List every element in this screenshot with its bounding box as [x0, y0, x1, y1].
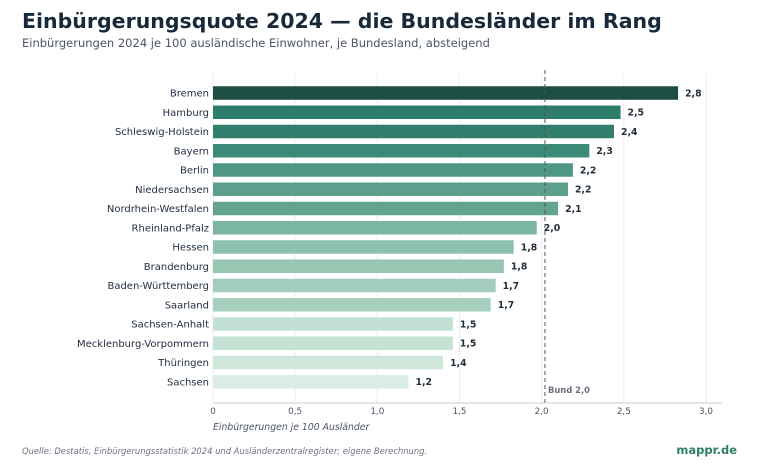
bar: [213, 201, 559, 216]
brand-logo: mappr.de: [676, 443, 737, 457]
value-label: 2,3: [596, 146, 612, 157]
bar: [213, 336, 453, 350]
category-label: Schleswig-Holstein: [115, 127, 209, 138]
value-label: 1,8: [521, 242, 537, 253]
value-label: 2,2: [575, 185, 591, 196]
source-note: Quelle: Destatis, Einbürgerungsstatistik…: [22, 446, 428, 456]
value-label: 1,4: [450, 358, 467, 369]
value-label: 2,1: [565, 204, 581, 215]
value-label: 2,0: [544, 223, 561, 234]
bar: [213, 240, 514, 254]
value-label: 1,5: [460, 339, 476, 350]
bar: [213, 278, 496, 293]
x-tick-label: 3,0: [699, 407, 713, 417]
category-label: Rheinland-Pfalz: [132, 223, 209, 234]
x-tick-label: 1,5: [453, 407, 467, 417]
x-tick-label: 1,0: [370, 407, 384, 417]
bar: [213, 86, 679, 100]
reference-label: Bund 2,0: [548, 385, 590, 395]
category-label: Niedersachsen: [135, 185, 209, 196]
category-label: Sachsen: [167, 377, 209, 388]
x-axis-title: Einbürgerungen je 100 Ausländer: [213, 422, 371, 433]
chart-subtitle: Einbürgerungen 2024 je 100 ausländische …: [22, 36, 490, 50]
category-label: Saarland: [165, 300, 209, 311]
category-label: Baden-Württemberg: [107, 281, 209, 292]
x-tick-label: 2,0: [535, 407, 549, 417]
category-label: Brandenburg: [144, 262, 209, 273]
category-label: Sachsen-Anhalt: [131, 320, 209, 331]
bar: [213, 317, 453, 331]
value-label: 1,5: [460, 319, 476, 330]
bar: [213, 221, 537, 235]
category-label: Hamburg: [163, 108, 209, 119]
bar: [213, 182, 568, 196]
bar: [213, 163, 573, 177]
value-label: 2,5: [628, 108, 644, 119]
value-label: 1,7: [498, 300, 514, 311]
value-label: 2,4: [621, 127, 638, 138]
category-label: Bremen: [170, 89, 209, 100]
x-tick-label: 2,5: [617, 407, 631, 417]
category-label: Thüringen: [157, 358, 209, 369]
x-tick-label: 0,5: [288, 407, 302, 417]
value-label: 1,7: [503, 281, 519, 292]
bar: [213, 105, 621, 119]
value-label: 2,2: [580, 165, 596, 176]
bar: [213, 355, 444, 370]
bar: [213, 144, 590, 158]
x-tick-label: 0: [210, 407, 216, 417]
value-label: 2,8: [685, 88, 701, 99]
value-label: 1,8: [511, 262, 527, 273]
bar: [213, 124, 614, 139]
bar: [213, 259, 504, 273]
category-label: Hessen: [172, 243, 209, 254]
bar: [213, 375, 409, 389]
bar: [213, 298, 491, 312]
category-label: Berlin: [180, 166, 209, 177]
value-label: 1,2: [416, 377, 432, 388]
category-label: Mecklenburg-Vorpommern: [77, 339, 209, 350]
category-label: Nordrhein-Westfalen: [107, 204, 209, 215]
category-label: Bayern: [174, 146, 209, 157]
chart-title: Einbürgerungsquote 2024 — die Bundesländ…: [22, 9, 662, 33]
